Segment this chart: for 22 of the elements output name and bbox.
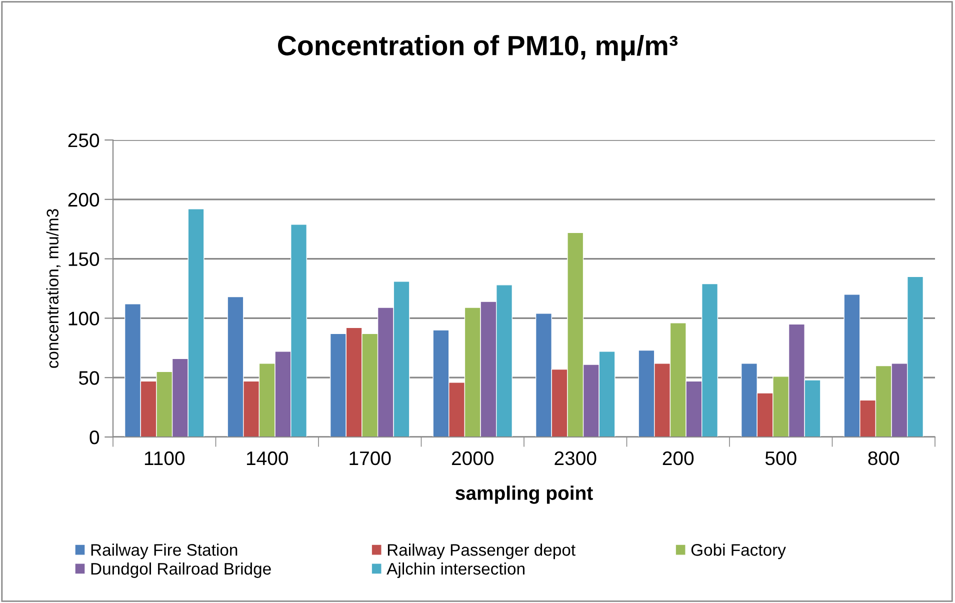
y-tick-label: 100 xyxy=(68,312,100,326)
x-tick-label: 2300 xyxy=(554,451,596,466)
x-tick-label: 1700 xyxy=(350,451,391,466)
y-axis-title: concentration, mu/m3 xyxy=(46,209,60,368)
legend-label: Ajlchin intersection xyxy=(386,562,524,578)
x-tick-label: 1400 xyxy=(246,451,288,466)
x-axis-title: sampling point xyxy=(456,486,593,504)
x-tick-label: 200 xyxy=(662,451,694,466)
y-tick-label: 150 xyxy=(68,252,100,266)
y-tick-label: 0 xyxy=(90,430,100,444)
x-tick-label: 1100 xyxy=(144,451,185,466)
y-tick-label: 250 xyxy=(68,133,100,148)
y-tick-label: 50 xyxy=(78,371,100,385)
legend-label: Railway Passenger depot xyxy=(388,544,576,560)
legend-label: Railway Fire Station xyxy=(91,544,238,560)
legend-label: Dundgol Railroad Bridge xyxy=(91,562,271,578)
y-tick-label: 200 xyxy=(68,192,100,207)
legend-label: Gobi Factory xyxy=(691,544,786,560)
chart-title: Concentration of PM10, mμ/m³ xyxy=(278,35,678,61)
x-tick-label: 800 xyxy=(868,451,900,466)
x-tick-label: 2000 xyxy=(452,451,494,466)
x-tick-label: 500 xyxy=(765,451,796,466)
